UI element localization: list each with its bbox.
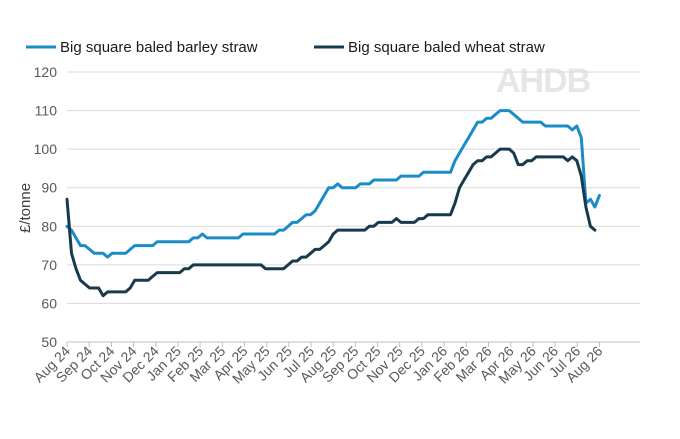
logo-text: AHDB	[496, 62, 591, 100]
y-tick-label: 90	[41, 180, 57, 196]
legend: Big square baled barley straw Big square …	[26, 39, 545, 56]
y-tick-label: 120	[34, 64, 58, 80]
legend-label: Big square baled wheat straw	[348, 39, 545, 56]
y-axis-ticks: 50 60 70 80 90 100 110 120	[34, 64, 58, 350]
y-axis-title: £/tonne	[17, 183, 34, 233]
y-tick-label: 60	[41, 295, 57, 311]
y-tick-label: 100	[34, 141, 58, 157]
ahdb-logo: AHDB	[496, 62, 592, 100]
legend-label: Big square baled barley straw	[60, 39, 258, 56]
series-line-wheat-straw	[65, 147, 597, 298]
y-tick-label: 80	[41, 218, 57, 234]
series-lines	[65, 109, 601, 298]
series-line-barley-straw	[65, 109, 601, 259]
y-tick-label: 50	[41, 334, 57, 350]
y-tick-label: 110	[35, 103, 58, 119]
y-tick-label: 70	[41, 257, 57, 273]
